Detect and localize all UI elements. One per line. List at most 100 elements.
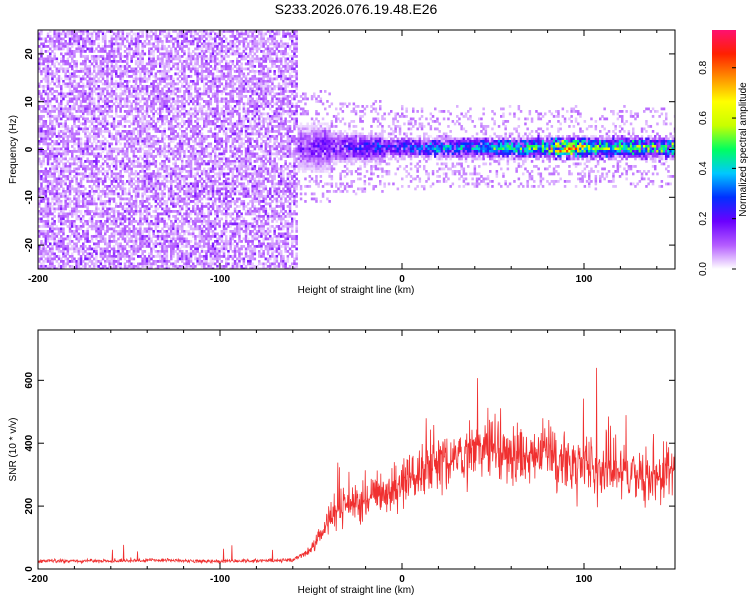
heatmap-cell <box>38 37 41 41</box>
heatmap-cell <box>82 217 85 221</box>
heatmap-cell <box>159 197 162 201</box>
heatmap-cell <box>126 147 129 151</box>
heatmap-cell <box>139 127 142 131</box>
heatmap-cell <box>170 237 173 241</box>
heatmap-cell <box>187 62 191 66</box>
heatmap-cell <box>172 77 175 81</box>
heatmap-cell <box>71 145 74 148</box>
heatmap-cell <box>167 152 171 156</box>
heatmap-cell <box>183 190 186 193</box>
heatmap-cell <box>51 105 54 108</box>
heatmap-cell <box>163 165 166 168</box>
heatmap-cell <box>71 52 74 56</box>
heatmap-cell <box>86 117 89 121</box>
heatmap-cell <box>152 215 155 218</box>
heatmap-cell <box>200 237 204 241</box>
heatmap-cell <box>148 267 151 269</box>
heatmap-cell <box>185 185 188 188</box>
heatmap-cell <box>187 192 191 196</box>
heatmap-cell <box>139 165 142 168</box>
heatmap-cell <box>128 110 131 113</box>
heatmap-cell <box>82 152 85 156</box>
heatmap-cell <box>112 240 116 243</box>
heatmap-cell <box>205 185 208 188</box>
heatmap-cell <box>174 245 177 248</box>
heatmap-cell <box>49 47 52 51</box>
heatmap-cell <box>79 30 83 33</box>
heatmap-cell <box>62 67 65 71</box>
heatmap-cell <box>176 117 180 121</box>
heatmap-cell <box>156 57 160 61</box>
heatmap-cell <box>161 237 164 241</box>
heatmap-cell <box>145 122 149 126</box>
heatmap-cell <box>187 55 191 58</box>
heatmap-cell <box>99 92 103 96</box>
heatmap-cell <box>130 140 133 143</box>
heatmap-cell <box>71 50 74 53</box>
heatmap-cell <box>82 215 85 218</box>
heatmap-cell <box>161 147 164 151</box>
heatmap-cell <box>172 150 175 153</box>
heatmap-cell <box>152 102 155 106</box>
heatmap-cell <box>95 65 98 68</box>
heatmap-cell <box>68 77 72 81</box>
heatmap-cell <box>110 82 114 86</box>
heatmap-cell <box>181 40 184 43</box>
heatmap-cell <box>86 147 89 151</box>
heatmap-cell <box>121 185 125 188</box>
heatmap-cell <box>51 77 54 81</box>
heatmap-cell <box>119 200 122 203</box>
heatmap-cell <box>130 137 133 141</box>
heatmap-cell <box>99 195 103 198</box>
heatmap-cell <box>115 162 118 166</box>
heatmap-cell <box>143 210 147 213</box>
heatmap-cell <box>178 197 182 201</box>
heatmap-cell <box>106 220 109 223</box>
heatmap-cell <box>126 100 129 103</box>
heatmap-cell <box>55 30 59 33</box>
heatmap-cell <box>183 222 186 226</box>
heatmap-cell <box>159 32 162 36</box>
heatmap-cell <box>82 130 85 133</box>
heatmap-cell <box>90 112 94 116</box>
heatmap-cell <box>154 215 158 218</box>
heatmap-cell <box>79 115 83 118</box>
heatmap-cell <box>40 185 43 188</box>
heatmap-cell <box>121 252 125 256</box>
heatmap-cell <box>64 72 67 76</box>
heatmap-cell <box>99 75 103 78</box>
heatmap-cell <box>53 75 56 78</box>
heatmap-cell <box>145 222 149 226</box>
heatmap-cell <box>95 82 98 86</box>
heatmap-cell <box>108 147 111 151</box>
heatmap-cell <box>141 47 144 51</box>
heatmap-cell <box>200 77 204 81</box>
heatmap-cell <box>154 102 158 106</box>
heatmap-cell <box>68 117 72 121</box>
heatmap-cell <box>86 32 89 36</box>
heatmap-cell <box>205 92 208 96</box>
heatmap-cell <box>150 240 153 243</box>
heatmap-cell <box>172 192 175 196</box>
heatmap-cell <box>156 87 160 91</box>
heatmap-cell <box>170 110 173 113</box>
heatmap-cell <box>165 240 169 243</box>
heatmap-cell <box>200 210 204 213</box>
heatmap-cell <box>165 155 169 158</box>
heatmap-cell <box>119 82 122 86</box>
heatmap-cell <box>117 257 120 261</box>
heatmap-cell <box>77 227 81 231</box>
heatmap-cell <box>161 207 164 211</box>
heatmap-cell <box>145 87 149 91</box>
heatmap-cell <box>163 115 166 118</box>
heatmap-cell <box>44 90 48 93</box>
heatmap-cell <box>163 260 166 263</box>
heatmap-cell <box>93 265 96 268</box>
heatmap-cell <box>205 90 208 93</box>
heatmap-cell <box>46 267 50 269</box>
heatmap-cell <box>189 165 193 168</box>
heatmap-cell <box>66 125 70 128</box>
heatmap-cell <box>181 45 184 48</box>
heatmap-cell <box>57 170 61 173</box>
heatmap-cell <box>117 205 120 208</box>
